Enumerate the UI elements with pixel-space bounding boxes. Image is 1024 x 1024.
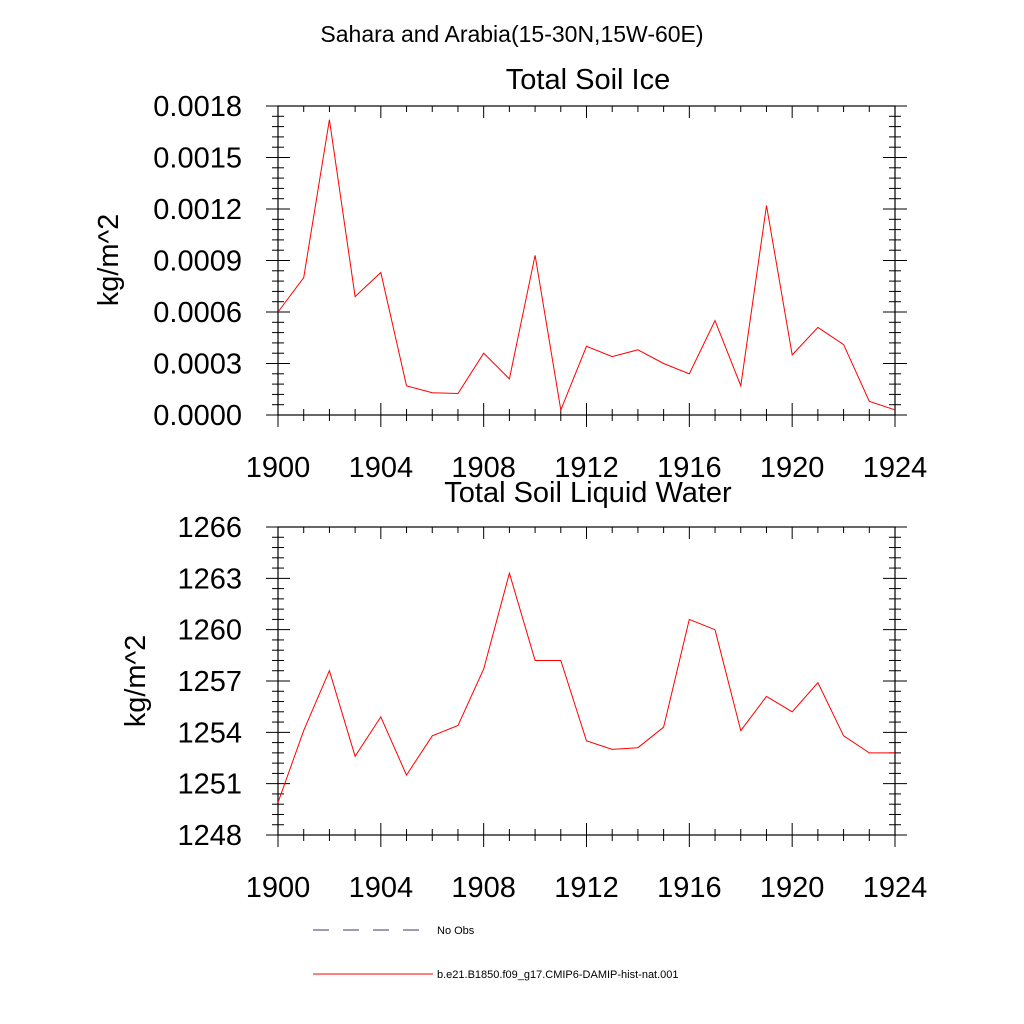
x-tick-label: 1920 [760, 872, 825, 904]
x-tick-label: 1916 [657, 872, 722, 904]
x-tick-label: 1916 [657, 452, 722, 484]
x-tick-label: 1912 [554, 452, 619, 484]
x-tick-label: 1924 [863, 452, 928, 484]
x-tick-label: 1908 [451, 872, 516, 904]
legend-label-run: b.e21.B1850.f09_g17.CMIP6-DAMIP-hist-nat… [437, 969, 679, 981]
y-tick-label: 1260 [177, 615, 242, 647]
series-line [277, 119, 896, 412]
y-tick-label: 0.0009 [153, 246, 242, 278]
y-tick-label: 1266 [177, 512, 242, 544]
plot-frame [277, 526, 896, 836]
y-tick-label: 0.0006 [153, 297, 242, 329]
figure-suptitle: Sahara and Arabia(15-30N,15W-60E) [320, 21, 703, 47]
plot-frame [277, 105, 896, 416]
y-tick-label: 0.0012 [153, 194, 242, 226]
y-tick-label: 1263 [177, 563, 242, 595]
y-axis-label: kg/m^2 [93, 214, 125, 307]
x-tick-label: 1904 [349, 452, 414, 484]
y-tick-label: 1257 [177, 666, 242, 698]
y-tick-label: 0.0003 [153, 349, 242, 381]
y-tick-label: 0.0018 [153, 91, 242, 123]
x-tick-label: 1920 [760, 452, 825, 484]
legend: No Obs b.e21.B1850.f09_g17.CMIP6-DAMIP-h… [313, 925, 679, 981]
x-tick-label: 1904 [349, 872, 414, 904]
x-tick-label: 1908 [451, 452, 516, 484]
y-tick-label: 0.0000 [153, 400, 242, 432]
panel-total-soil-ice: Total Soil Ice kg/m^2 1900 1904 1908 1912 19… [93, 64, 927, 484]
panel-total-soil-liquid-water: Total Soil Liquid Water kg/m^2 1900 1904 1… [120, 477, 927, 904]
y-tick-label: 1254 [177, 717, 242, 749]
y-axis-label: kg/m^2 [120, 635, 152, 728]
y-tick-label: 0.0015 [153, 143, 242, 175]
panel-title: Total Soil Liquid Water [444, 477, 732, 509]
x-tick-label: 1900 [246, 872, 311, 904]
y-tick-label: 1248 [177, 820, 242, 852]
series-line [277, 571, 895, 803]
legend-label-no-obs: No Obs [437, 925, 475, 937]
x-tick-label: 1924 [863, 872, 928, 904]
x-tick-label: 1912 [554, 872, 619, 904]
panel-title: Total Soil Ice [506, 64, 670, 96]
x-tick-label: 1900 [246, 452, 311, 484]
y-tick-label: 1251 [177, 769, 242, 801]
